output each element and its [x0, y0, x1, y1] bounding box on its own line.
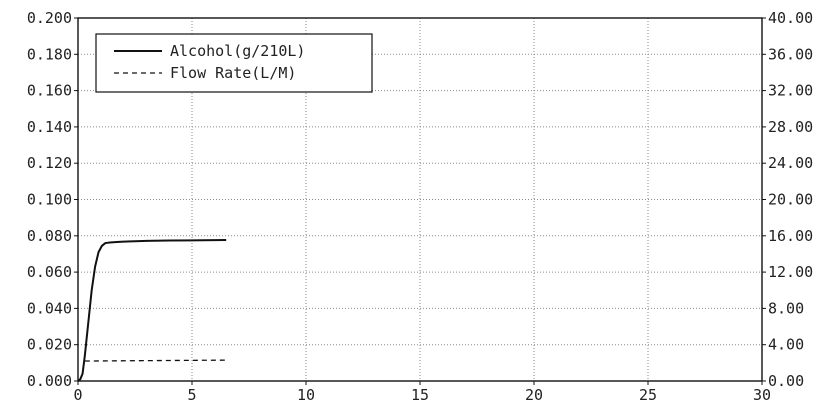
- x-tick-label: 5: [187, 386, 196, 404]
- y2-tick-label: 0.00: [768, 372, 804, 390]
- y-tick-label: 0.040: [27, 299, 72, 317]
- y2-tick-label: 36.00: [768, 45, 813, 63]
- y-tick-label: 0.200: [27, 9, 72, 27]
- y-tick-label: 0.020: [27, 336, 72, 354]
- y2-tick-label: 12.00: [768, 263, 813, 281]
- y2-tick-label: 32.00: [768, 82, 813, 100]
- y2-tick-label: 4.00: [768, 336, 804, 354]
- y2-tick-label: 8.00: [768, 299, 804, 317]
- flow-rate-series-line: [84, 359, 227, 362]
- y2-tick-label: 24.00: [768, 154, 813, 172]
- y-tick-label: 0.080: [27, 227, 72, 245]
- x-tick-label: 15: [411, 386, 429, 404]
- alcohol-series-line: [77, 238, 227, 382]
- y2-tick-label: 20.00: [768, 191, 813, 209]
- y2-tick-label: 40.00: [768, 9, 813, 27]
- y-tick-label: 0.160: [27, 82, 72, 100]
- y-tick-label: 0.140: [27, 118, 72, 136]
- y-tick-label: 0.180: [27, 45, 72, 63]
- x-tick-label: 10: [297, 386, 315, 404]
- legend-label: Flow Rate(L/M): [170, 64, 296, 82]
- y-tick-label: 0.100: [27, 191, 72, 209]
- y2-tick-label: 16.00: [768, 227, 813, 245]
- y-tick-label: 0.060: [27, 263, 72, 281]
- y-tick-label: 0.000: [27, 372, 72, 390]
- x-tick-label: 25: [639, 386, 657, 404]
- y-tick-label: 0.120: [27, 154, 72, 172]
- x-tick-label: 0: [73, 386, 82, 404]
- x-tick-label: 30: [753, 386, 771, 404]
- legend-label: Alcohol(g/210L): [170, 42, 305, 60]
- y2-tick-label: 28.00: [768, 118, 813, 136]
- x-tick-label: 20: [525, 386, 543, 404]
- legend-box: [95, 33, 373, 93]
